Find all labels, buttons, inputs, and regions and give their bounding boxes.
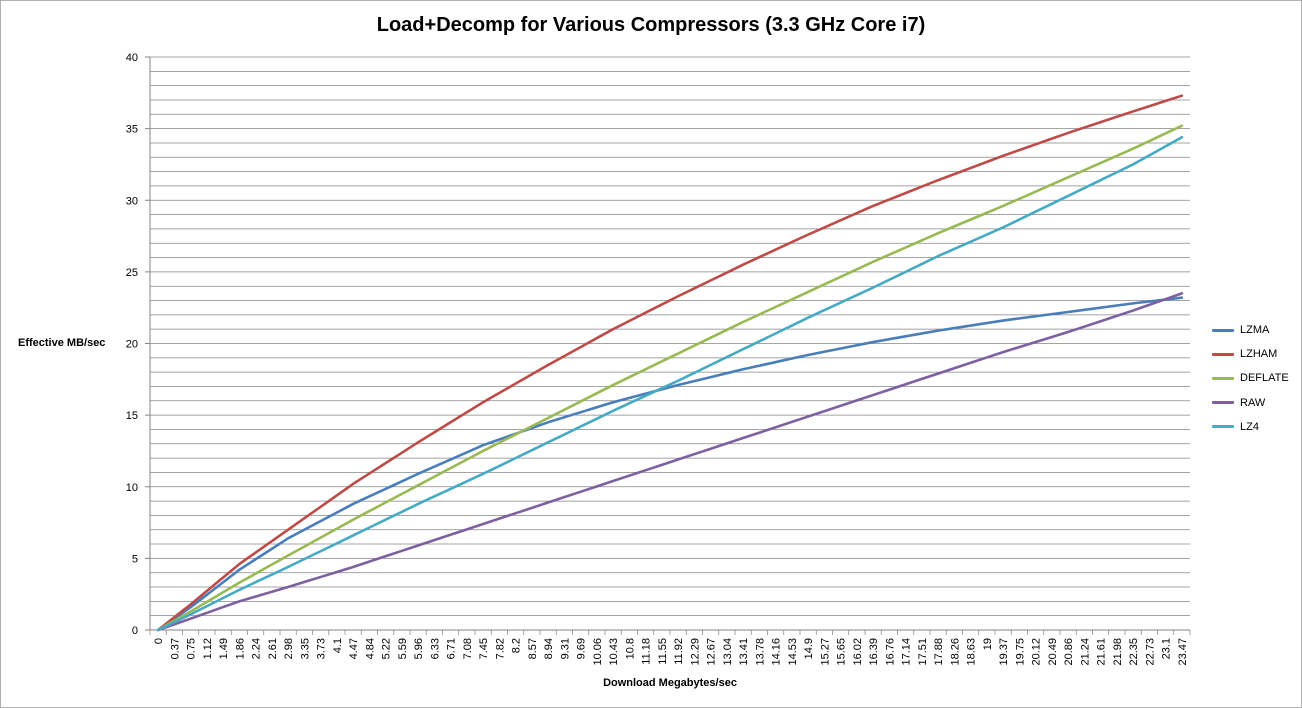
series-line-deflate <box>156 124 1184 632</box>
y-tick-label: 40 <box>126 52 138 64</box>
legend-label: RAW <box>1240 396 1266 409</box>
x-tick-label: 8.94 <box>543 638 555 659</box>
legend-item-lz4: LZ4 <box>1212 415 1289 439</box>
x-tick-label: 23.1 <box>1161 638 1173 659</box>
x-tick-label: 3.73 <box>316 638 328 659</box>
y-tick-label: 0 <box>132 625 138 637</box>
x-tick-label: 23.47 <box>1177 638 1189 666</box>
x-tick-label: 7.82 <box>494 638 506 659</box>
y-tick-label: 10 <box>126 482 138 494</box>
x-tick-label: 14.53 <box>787 638 799 666</box>
x-tick-label: 13.04 <box>722 638 734 666</box>
x-tick-label: 14.9 <box>803 638 815 659</box>
x-tick-label: 16.76 <box>884 638 896 666</box>
legend-item-lzma: LZMA <box>1212 318 1289 342</box>
series-line-lzham <box>156 94 1184 632</box>
x-tick-label: 5.96 <box>413 638 425 659</box>
x-tick-label: 6.33 <box>429 638 441 659</box>
legend-swatch <box>1212 328 1234 332</box>
legend-item-lzham: LZHAM <box>1212 342 1289 366</box>
x-tick-label: 3.35 <box>299 638 311 659</box>
legend-swatch <box>1212 352 1234 356</box>
legend-label: LZHAM <box>1240 348 1278 361</box>
legend-swatch <box>1212 425 1234 429</box>
x-tick-label: 21.61 <box>1096 638 1108 666</box>
x-tick-label: 0 <box>153 638 165 644</box>
y-axis-title: Effective MB/sec <box>18 337 106 349</box>
series-line-lz4 <box>156 135 1184 632</box>
x-tick-label: 16.39 <box>868 638 880 666</box>
x-tick-label: 20.86 <box>1063 638 1075 666</box>
x-tick-label: 15.65 <box>836 638 848 666</box>
x-tick-label: 20.49 <box>1047 638 1059 666</box>
legend-label: DEFLATE <box>1240 372 1289 385</box>
x-tick-label: 4.47 <box>348 638 360 659</box>
legend-label: LZMA <box>1240 324 1270 337</box>
x-tick-label: 17.14 <box>901 638 913 666</box>
x-tick-label: 21.98 <box>1112 638 1124 666</box>
legend-swatch <box>1212 376 1234 380</box>
x-tick-label: 10.43 <box>608 638 620 666</box>
x-tick-label: 9.69 <box>576 638 588 659</box>
y-tick-label: 25 <box>126 267 138 279</box>
x-tick-label: 0.75 <box>186 638 198 659</box>
x-tick-label: 9.31 <box>559 638 571 659</box>
x-tick-label: 2.24 <box>251 638 263 659</box>
x-tick-label: 2.98 <box>283 638 295 659</box>
legend-item-raw: RAW <box>1212 391 1289 415</box>
y-tick-label: 20 <box>126 339 138 351</box>
x-tick-label: 6.71 <box>446 638 458 659</box>
x-tick-label: 15.27 <box>819 638 831 666</box>
legend-item-deflate: DEFLATE <box>1212 366 1289 390</box>
x-axis-title: Download Megabytes/sec <box>603 677 737 689</box>
x-tick-label: 4.1 <box>332 638 344 653</box>
x-tick-label: 17.88 <box>933 638 945 666</box>
x-tick-label: 7.45 <box>478 638 490 659</box>
x-tick-label: 1.12 <box>202 638 214 659</box>
x-tick-label: 11.18 <box>641 638 653 665</box>
y-tick-label: 15 <box>126 410 138 422</box>
x-tick-label: 19.37 <box>998 638 1010 666</box>
x-tick-label: 14.16 <box>771 638 783 666</box>
legend: LZMA LZHAM DEFLATE RAW LZ4 <box>1212 318 1289 439</box>
x-tick-label: 12.29 <box>689 638 701 666</box>
x-tick-label: 18.63 <box>966 638 978 666</box>
x-tick-label: 1.86 <box>234 638 246 659</box>
x-tick-label: 5.59 <box>397 638 409 659</box>
y-tick-label: 30 <box>126 195 138 207</box>
x-tick-label: 18.26 <box>949 638 961 666</box>
x-tick-label: 13.41 <box>738 638 750 666</box>
legend-swatch <box>1212 401 1234 405</box>
x-tick-label: 4.84 <box>364 638 376 659</box>
x-tick-label: 16.02 <box>852 638 864 666</box>
x-tick-label: 22.35 <box>1128 638 1140 666</box>
x-tick-label: 2.61 <box>267 638 279 659</box>
x-tick-label: 1.49 <box>218 638 230 659</box>
x-tick-label: 19 <box>982 638 994 650</box>
x-tick-label: 10.06 <box>592 638 604 666</box>
series-line-lzma <box>156 296 1184 632</box>
x-tick-label: 13.78 <box>754 638 766 666</box>
x-tick-label: 21.24 <box>1079 638 1091 666</box>
y-tick-label: 35 <box>126 124 138 136</box>
chart-title: Load+Decomp for Various Compressors (3.3… <box>376 14 926 36</box>
x-tick-label: 17.51 <box>917 638 929 666</box>
x-tick-label: 8.57 <box>527 638 539 659</box>
x-tick-label: 22.73 <box>1144 638 1156 666</box>
y-tick-label: 5 <box>132 553 138 565</box>
x-tick-label: 11.92 <box>673 638 685 665</box>
x-tick-label: 20.12 <box>1031 638 1043 666</box>
x-tick-label: 7.08 <box>462 638 474 659</box>
x-tick-label: 19.75 <box>1014 638 1026 666</box>
x-tick-label: 0.37 <box>169 638 181 659</box>
legend-label: LZ4 <box>1240 420 1259 433</box>
x-tick-label: 8.2 <box>511 638 523 653</box>
x-tick-label: 11.55 <box>657 638 669 665</box>
x-tick-label: 5.22 <box>381 638 393 659</box>
x-tick-label: 10.8 <box>624 638 636 659</box>
series-line-raw <box>156 292 1184 632</box>
x-tick-label: 12.67 <box>706 638 718 666</box>
